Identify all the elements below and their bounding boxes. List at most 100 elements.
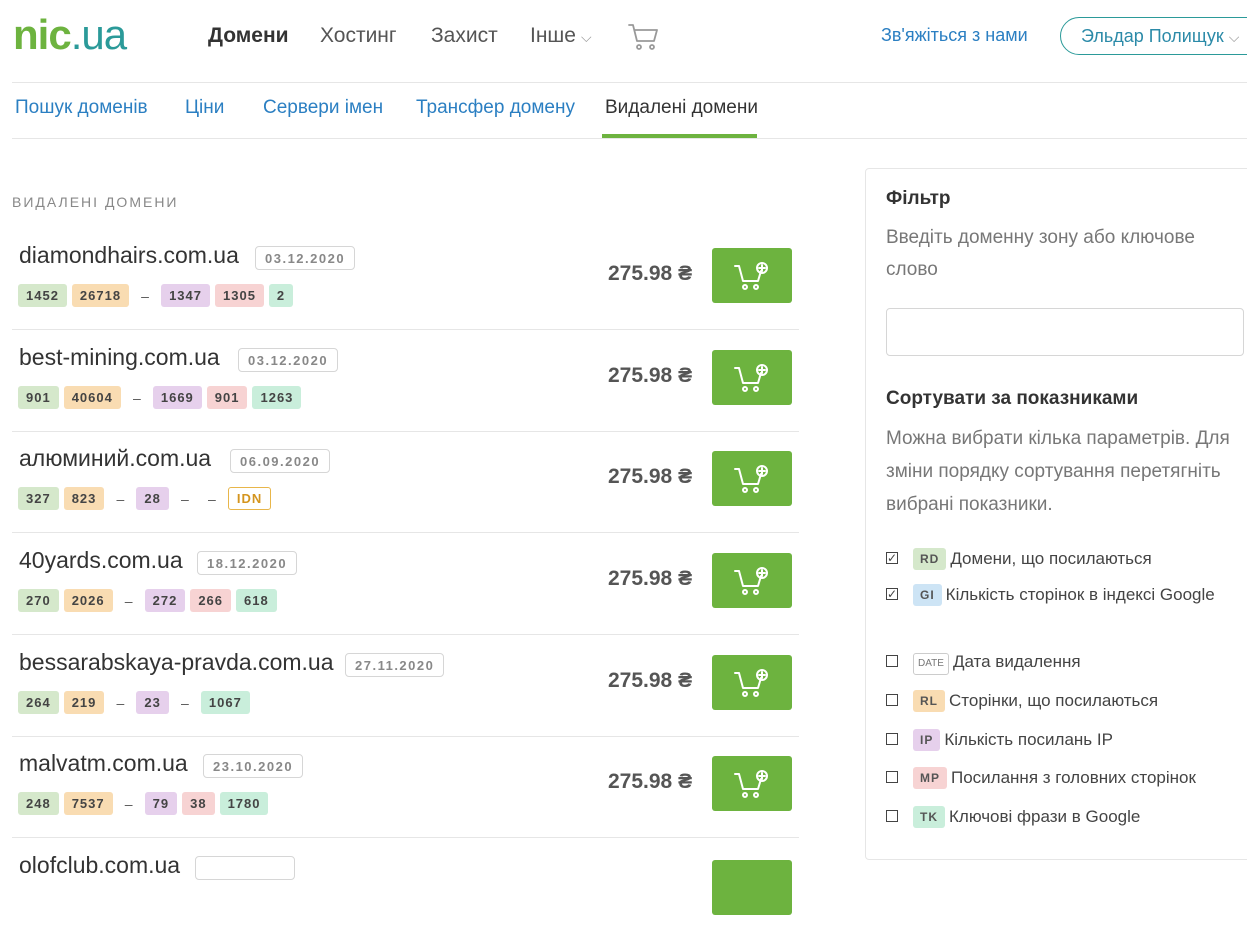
add-to-cart-button[interactable]: [712, 553, 792, 608]
metric-mp: 1305: [215, 284, 264, 307]
mp-badge: MP: [913, 767, 947, 789]
metric-tk: 618: [236, 589, 277, 612]
idn-badge: IDN: [227, 487, 272, 510]
section-title: ВИДАЛЕНІ ДОМЕНИ: [12, 194, 179, 210]
metric-date: –: [141, 287, 149, 304]
metric-tk: 1067: [200, 691, 250, 714]
metric-date: –: [116, 694, 125, 711]
deletion-date: 03.12.2020: [255, 246, 356, 270]
deletion-date: 03.12.2020: [238, 348, 339, 372]
metric-rl: 26718: [71, 284, 130, 307]
metric-rl: 219: [63, 691, 105, 714]
rl-badge: RL: [913, 690, 945, 712]
header-divider: [12, 82, 1247, 83]
metric-tk: 2: [268, 284, 294, 307]
nav-hosting[interactable]: Хостинг: [320, 24, 397, 47]
domain-row: 40yards.com.ua 18.12.2020 270 2026 – 272…: [12, 533, 799, 635]
chevron-down-icon: ⌵: [580, 29, 592, 45]
domain-name[interactable]: bessarabskaya-pravda.com.ua: [19, 649, 334, 675]
add-to-cart-button[interactable]: [712, 655, 792, 710]
metric-rd: 270: [18, 589, 59, 612]
domain-metrics: 270 2026 – 272 266 618: [18, 589, 277, 612]
nav-protection[interactable]: Захист: [431, 24, 498, 47]
checkbox[interactable]: [886, 655, 898, 667]
metric-ip: 1669: [152, 386, 202, 409]
domain-name[interactable]: best-mining.com.ua: [19, 344, 220, 370]
checkbox[interactable]: [886, 810, 898, 822]
checkbox[interactable]: [886, 733, 898, 745]
rd-badge: RD: [913, 548, 947, 570]
domain-name[interactable]: olofclub.com.ua: [19, 852, 181, 878]
cart-plus-icon: [734, 669, 768, 697]
domain-price: 275.98 ₴: [608, 465, 693, 488]
sort-option-mp[interactable]: MP Посилання з головних сторінок: [886, 763, 1247, 792]
metric-rl: 7537: [63, 792, 113, 815]
ip-badge: IP: [913, 729, 941, 751]
sort-option-rl[interactable]: RL Сторінки, що посилаються: [886, 686, 1247, 715]
metric-date: –: [124, 795, 133, 812]
subnav-name-servers[interactable]: Сервери імен: [263, 97, 384, 118]
domain-metrics: 327 823 – 28 – – IDN: [18, 487, 272, 510]
subnav-divider: [12, 138, 1247, 139]
subnav-deleted-domains[interactable]: Видалені домени: [605, 97, 758, 118]
domain-name[interactable]: 40yards.com.ua: [19, 547, 183, 573]
checkbox-checked[interactable]: ✓: [886, 587, 898, 601]
filter-panel: [865, 168, 1247, 860]
checkbox[interactable]: [886, 694, 898, 706]
add-to-cart-button[interactable]: [712, 248, 792, 303]
add-to-cart-button[interactable]: [712, 860, 792, 915]
add-to-cart-button[interactable]: [712, 451, 792, 506]
metric-date: –: [124, 592, 133, 609]
metric-rd: 248: [18, 792, 59, 815]
sort-option-gi[interactable]: ✓ GI Кількість сторінок в індексі Google: [886, 584, 1215, 606]
domain-name[interactable]: diamondhairs.com.ua: [19, 242, 239, 268]
domain-row: olofclub.com.ua: [12, 838, 799, 939]
sort-title: Сортувати за показниками: [886, 388, 1139, 409]
user-menu-button[interactable]: Эльдар Полищук ⌵: [1060, 17, 1247, 55]
domain-price: 275.98 ₴: [608, 669, 693, 692]
add-to-cart-button[interactable]: [712, 350, 792, 405]
metric-date: –: [132, 389, 141, 406]
domain-metrics: 264 219 – 23 – 1067: [18, 691, 250, 714]
metric-mp: 266: [190, 589, 232, 612]
sort-option-ip[interactable]: IP Кількість посилань IP: [886, 725, 1247, 754]
sort-description: Можна вибрати кілька параметрів. Для змі…: [886, 428, 1230, 515]
metric-ip: 1347: [161, 284, 210, 307]
sort-option-date[interactable]: DATE Дата видалення: [886, 647, 1247, 676]
metric-mp: –: [180, 490, 189, 507]
domain-row: алюминий.com.ua 06.09.2020 327 823 – 28 …: [12, 431, 799, 533]
domain-price: 275.98 ₴: [608, 567, 693, 590]
subnav-prices[interactable]: Ціни: [185, 97, 225, 118]
metric-rl: 823: [63, 487, 105, 510]
cart-plus-icon: [734, 567, 768, 595]
subnav-domain-transfer[interactable]: Трансфер домену: [416, 97, 575, 118]
metric-rd: 1452: [18, 284, 67, 307]
domain-name[interactable]: malvatm.com.ua: [19, 750, 188, 776]
metric-ip: 272: [144, 589, 186, 612]
domain-row: best-mining.com.ua 03.12.2020 901 40604 …: [12, 330, 799, 432]
filter-input[interactable]: [886, 308, 1244, 356]
deletion-date: 27.11.2020: [345, 653, 445, 677]
nav-domains[interactable]: Домени: [208, 24, 289, 47]
domain-price: 275.98 ₴: [608, 364, 693, 387]
domain-price: 275.98 ₴: [608, 262, 693, 285]
checkbox-checked[interactable]: ✓: [886, 551, 898, 565]
cart-plus-icon: [734, 364, 768, 392]
sort-option-tk[interactable]: TK Ключові фрази в Google: [886, 802, 1247, 831]
contact-link[interactable]: Зв'яжіться з нами: [881, 25, 1028, 45]
add-to-cart-button[interactable]: [712, 756, 792, 811]
checkbox[interactable]: [886, 771, 898, 783]
deletion-date: 18.12.2020: [197, 551, 298, 575]
subnav-domain-search[interactable]: Пошук доменів: [15, 97, 148, 118]
domain-name[interactable]: алюминий.com.ua: [19, 445, 212, 471]
metric-rd: 264: [18, 691, 59, 714]
metric-tk: 1780: [219, 792, 269, 815]
domain-metrics: 1452 26718 – 1347 1305 2: [18, 284, 294, 307]
cart-icon[interactable]: [628, 22, 660, 52]
logo[interactable]: nic.ua: [13, 11, 127, 58]
sort-option-rd[interactable]: ✓ RD Домени, що посилаються: [886, 548, 1152, 570]
nav-other[interactable]: Інше ⌵: [530, 24, 592, 47]
metric-ip: 79: [144, 792, 178, 815]
filter-title: Фільтр: [886, 188, 951, 209]
chevron-down-icon: ⌵: [1228, 29, 1240, 45]
